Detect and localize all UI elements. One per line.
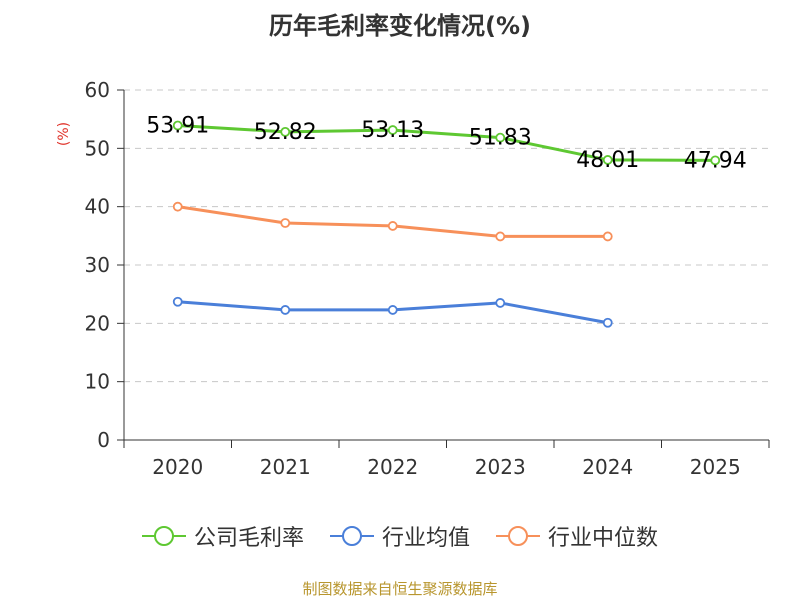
legend-item-company[interactable]: 公司毛利率	[141, 520, 304, 552]
x-tick-label: 2024	[582, 455, 633, 479]
data-label: 53.13	[361, 118, 424, 143]
legend-label: 公司毛利率	[193, 526, 304, 551]
data-label: 51.83	[469, 126, 532, 151]
y-tick-label: 50	[85, 136, 110, 160]
data-label: 52.82	[254, 120, 317, 145]
x-tick-label: 2022	[367, 455, 418, 479]
x-tick-label: 2023	[475, 455, 526, 479]
legend-swatch-icon	[141, 526, 186, 546]
legend: 公司毛利率 行业均值 行业中位数	[0, 520, 800, 552]
data-point	[495, 298, 506, 308]
data-point	[280, 218, 291, 228]
chart-title: 历年毛利率变化情况(%)	[269, 12, 531, 40]
data-point	[710, 155, 721, 166]
data-point	[172, 201, 183, 212]
x-tick-label: 2021	[260, 455, 311, 479]
y-tick-label: 10	[85, 370, 110, 394]
data-point	[387, 125, 398, 135]
data-point	[495, 231, 506, 242]
data-label: 48.01	[576, 148, 639, 173]
x-tick-label: 2020	[152, 455, 203, 479]
data-point	[172, 120, 183, 131]
data-point	[387, 305, 398, 315]
data-label: 53.91	[146, 114, 209, 139]
data-point	[280, 305, 291, 315]
x-tick-label: 2025	[690, 455, 741, 479]
data-point	[602, 231, 613, 242]
legend-item-industry-mean[interactable]: 行业均值	[329, 520, 470, 552]
data-point	[387, 221, 398, 231]
data-source: 制图数据来自恒生聚源数据库	[302, 580, 498, 598]
y-tick-label: 20	[85, 311, 110, 335]
legend-label: 行业中位数	[548, 526, 659, 551]
data-point	[495, 132, 506, 143]
data-point	[602, 155, 613, 165]
y-tick-label: 40	[85, 195, 110, 219]
y-tick-label: 0	[97, 428, 110, 452]
legend-item-industry-median[interactable]: 行业中位数	[496, 520, 658, 552]
y-tick-label: 60	[85, 78, 110, 102]
data-label: 47.94	[684, 148, 747, 173]
legend-swatch-icon	[496, 526, 540, 546]
data-point	[602, 317, 613, 328]
legend-swatch-icon	[329, 526, 374, 546]
y-tick-label: 30	[85, 253, 110, 277]
data-point	[172, 296, 183, 307]
series-line	[177, 124, 716, 162]
legend-label: 行业均值	[381, 526, 470, 551]
data-point	[280, 126, 291, 137]
